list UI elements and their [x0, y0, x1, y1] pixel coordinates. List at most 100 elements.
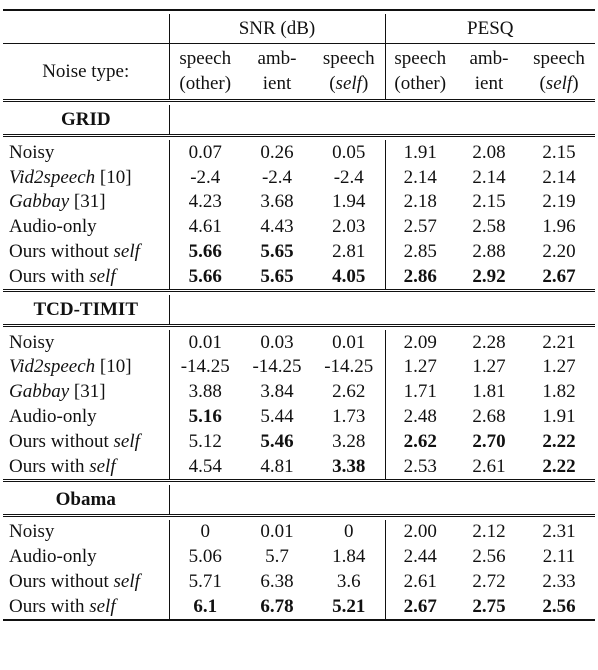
- value-cell: 6.1: [168, 593, 241, 621]
- value-cell: 3.28: [332, 430, 366, 452]
- method-name-italic: Vid2speech: [9, 166, 96, 188]
- value-cell: 1.81: [472, 381, 506, 403]
- column-header-line1: amb-: [257, 47, 297, 69]
- method-name: Gabbay [31]: [9, 191, 106, 213]
- table-row: Ours with self 6.1 6.78 5.21 2.67 2.75 2.56: [3, 593, 595, 621]
- column-header: speech (other): [168, 43, 241, 101]
- value-cell: 2.75: [455, 593, 523, 621]
- value-cell: 2.09: [384, 329, 455, 355]
- header-row-noise-types: Noise type: speech (other) amb-ient speech (…: [3, 43, 595, 101]
- value-cell: 5.65: [260, 265, 294, 287]
- value-cell: 5.06: [168, 544, 241, 570]
- value-cell: 2.11: [542, 546, 576, 568]
- section-empty-cell: [168, 105, 595, 136]
- table-row: Ours without self 5.71 6.38 3.6 2.61 2.72 2.33: [3, 569, 595, 594]
- results-table: SNR (dB) PESQ Noise type: speech (other) a…: [3, 9, 595, 621]
- column-header: speech (self): [313, 43, 385, 101]
- method-name-italic: Gabbay: [9, 381, 70, 403]
- value-cell: 1.94: [332, 191, 366, 213]
- value-cell: 3.6: [336, 571, 361, 593]
- value-cell: 1.73: [332, 406, 366, 428]
- column-header-line2: (other): [394, 72, 447, 94]
- value-cell: 2.67: [384, 593, 455, 621]
- column-header-line1: amb-: [469, 47, 509, 69]
- value-cell: 0: [168, 519, 241, 545]
- value-cell: 6.38: [260, 571, 294, 593]
- column-header-line2: ient: [474, 72, 504, 94]
- column-header: speech (other): [384, 43, 455, 101]
- method-name: Ours with self: [3, 593, 169, 621]
- value-cell: 0.26: [260, 141, 294, 163]
- value-cell: 1.96: [542, 216, 576, 238]
- value-cell: 0.01: [168, 329, 241, 355]
- value-cell: 1.71: [384, 379, 455, 405]
- method-name-italic: self: [113, 571, 140, 593]
- value-cell: 2.88: [472, 241, 506, 263]
- method-name: Ours with self: [9, 455, 116, 477]
- method-name-italic: self: [89, 595, 116, 617]
- value-cell: 4.05: [332, 265, 366, 287]
- value-cell: 3.88: [168, 379, 241, 405]
- section-name: TCD-TIMIT: [33, 298, 138, 320]
- value-cell: 5.46: [260, 430, 294, 452]
- method-name-italic: self: [113, 430, 140, 452]
- value-cell: 4.43: [260, 216, 294, 238]
- section-empty-cell: [168, 294, 595, 326]
- table-row: Noisy 0.01 0.03 0.01 2.09 2.28 2.21: [3, 329, 595, 355]
- method-name-italic: self: [89, 265, 116, 287]
- table-row: Vid2speech [10] -2.4 -2.4 -2.4 2.14 2.14 2.14: [3, 164, 595, 190]
- column-header-line1: speech: [322, 47, 375, 69]
- method-name: Audio-only: [9, 546, 97, 568]
- column-header: amb-ient: [241, 43, 313, 101]
- value-cell: 2.86: [384, 263, 455, 291]
- value-cell: -2.4: [333, 166, 364, 188]
- method-name: Ours without self: [9, 571, 140, 593]
- value-cell: 2.56: [472, 546, 506, 568]
- value-cell: -14.25: [324, 356, 374, 378]
- section-empty-cell: [168, 484, 595, 516]
- value-cell: 2.03: [332, 216, 366, 238]
- value-cell: 6.78: [241, 593, 313, 621]
- method-name: Noisy: [9, 141, 55, 163]
- value-cell: 2.44: [384, 544, 455, 570]
- value-cell: 2.18: [384, 189, 455, 215]
- value-cell: 1.27: [384, 354, 455, 380]
- table-row: Audio-only 4.61 4.43 2.03 2.57 2.58 1.96: [3, 214, 595, 240]
- value-cell: 2.48: [384, 404, 455, 429]
- value-cell: 2.00: [384, 519, 455, 545]
- table-row: Gabbay [31] 3.88 3.84 2.62 1.71 1.81 1.82: [3, 379, 595, 405]
- value-cell: 2.21: [542, 331, 576, 353]
- value-cell: 3.38: [332, 455, 366, 477]
- section-header-row: TCD-TIMIT: [3, 294, 595, 326]
- value-cell: 5.66: [168, 239, 241, 264]
- table-row: Ours without self 5.66 5.65 2.81 2.85 2.88 2.2…: [3, 239, 595, 264]
- value-cell: -2.4: [168, 164, 241, 190]
- value-cell: 3.84: [260, 381, 294, 403]
- table-row: Noisy 0 0.01 0 2.00 2.12 2.31: [3, 519, 595, 545]
- value-cell: 5.71: [168, 569, 241, 594]
- value-cell: 2.12: [472, 521, 506, 543]
- table-row: Audio-only 5.06 5.7 1.84 2.44 2.56 2.11: [3, 544, 595, 570]
- value-cell: 2.22: [542, 430, 576, 452]
- value-cell: 2.61: [384, 569, 455, 594]
- value-cell: 4.54: [168, 453, 241, 481]
- value-cell: 2.31: [542, 521, 576, 543]
- value-cell: 0.07: [168, 140, 241, 165]
- value-cell: 5.12: [168, 428, 241, 454]
- method-name: Ours without self: [9, 241, 140, 263]
- value-cell: 2.62: [332, 381, 366, 403]
- value-cell: 2.08: [472, 141, 506, 163]
- section-name: Obama: [55, 488, 116, 510]
- value-cell: 0.05: [332, 141, 366, 163]
- value-cell: 2.68: [472, 406, 506, 428]
- value-cell: -14.25: [252, 356, 302, 378]
- section-name: GRID: [60, 109, 111, 130]
- value-cell: 2.67: [542, 265, 576, 287]
- table-row: Gabbay [31] 4.23 3.68 1.94 2.18 2.15 2.19: [3, 189, 595, 215]
- value-cell: 1.27: [542, 356, 576, 378]
- value-cell: 2.15: [542, 141, 576, 163]
- value-cell: 2.61: [472, 455, 506, 477]
- method-name-italic: Gabbay: [9, 191, 70, 213]
- value-cell: -14.25: [168, 354, 241, 380]
- value-cell: 0.03: [260, 331, 294, 353]
